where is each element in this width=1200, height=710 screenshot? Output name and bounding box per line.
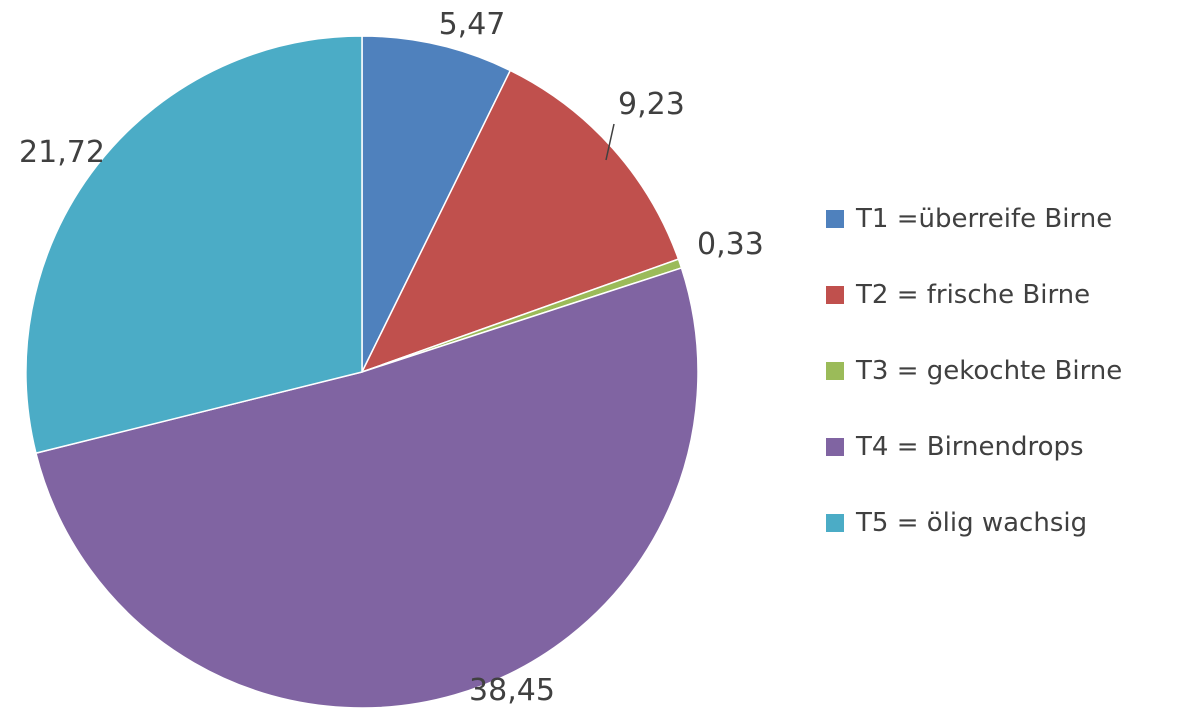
legend-swatch-t4 [826, 438, 844, 456]
pie-chart: 5,47 9,23 0,33 38,45 21,72 [19, 7, 764, 709]
pie-slice-t2 [360, 69, 680, 374]
data-label-t2: 9,23 [618, 87, 685, 122]
leader-lines [605, 123, 615, 161]
data-label-t5: 21,72 [19, 135, 105, 170]
legend-item-t5: T5 = ölig wachsig [826, 508, 1122, 538]
data-label-t4: 38,45 [469, 673, 555, 708]
legend-label-t2: T2 = frische Birne [856, 280, 1091, 310]
data-label-t1: 5,47 [439, 7, 506, 42]
legend-swatch-t5 [826, 514, 844, 532]
legend-label-t3: T3 = gekochte Birne [856, 356, 1123, 386]
pie-slice-t5 [25, 35, 363, 455]
legend-label-t4: T4 = Birnendrops [856, 432, 1084, 462]
legend-swatch-t2 [826, 286, 844, 304]
pie-slice-t4 [35, 266, 699, 709]
legend-item-t2: T2 = frische Birne [826, 280, 1122, 310]
leader-line-t2 [605, 123, 615, 161]
legend-item-t1: T1 =überreife Birne [826, 204, 1122, 234]
legend-label-t1: T1 =überreife Birne [856, 204, 1113, 234]
legend-label-t5: T5 = ölig wachsig [856, 508, 1088, 538]
legend-item-t4: T4 = Birnendrops [826, 432, 1122, 462]
pie-slice-t1 [361, 35, 512, 373]
data-labels: 5,47 9,23 0,33 38,45 21,72 [19, 7, 764, 708]
legend-item-t3: T3 = gekochte Birne [826, 356, 1122, 386]
legend-swatch-t3 [826, 362, 844, 380]
legend-swatch-t1 [826, 210, 844, 228]
data-label-t3: 0,33 [697, 227, 764, 262]
pie-slices [25, 35, 699, 709]
legend: T1 =überreife Birne T2 = frische Birne T3 … [826, 204, 1122, 584]
